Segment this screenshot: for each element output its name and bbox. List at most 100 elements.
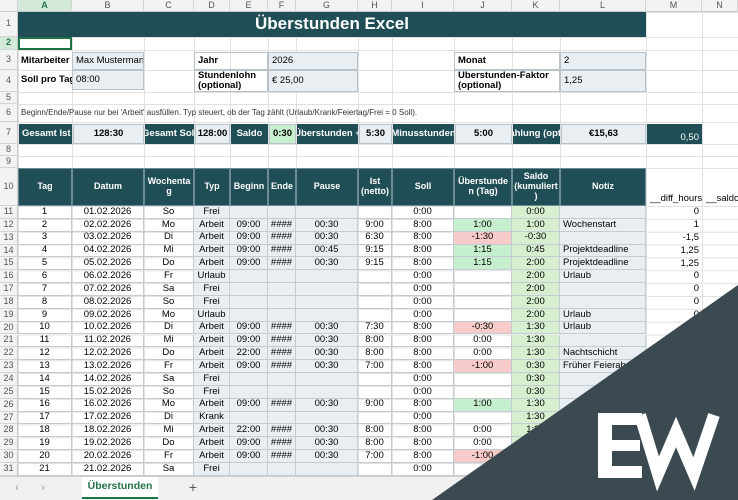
table-cell: 09:00 [230, 398, 268, 412]
table-cell: 1:30 [512, 334, 560, 348]
column-header: K [512, 0, 560, 12]
column-header: I [392, 0, 454, 12]
table-cell: 15.02.2026 [72, 385, 144, 399]
add-sheet-button[interactable]: + [188, 479, 198, 496]
prev-sheet-button[interactable]: ‹ [15, 481, 19, 494]
table-cell [230, 463, 268, 476]
summary-label: Gesamt Ist [19, 124, 72, 144]
next-sheet-button[interactable]: › [41, 481, 45, 494]
table-cell: 7:00 [358, 450, 392, 463]
table-cell: 07.02.2026 [72, 283, 144, 296]
table-cell: 8:00 [358, 347, 392, 361]
table-cell: Arbeit [194, 321, 230, 335]
table-cell [296, 463, 358, 476]
table-header: Typ [194, 168, 230, 206]
table-cell [358, 373, 392, 386]
table-cell: 0:00 [392, 411, 454, 425]
table-cell: 14 [18, 373, 72, 386]
table-cell: 1 [18, 206, 72, 219]
table-cell: #### [268, 437, 296, 451]
table-cell [296, 270, 358, 284]
table-cell: So [144, 295, 194, 309]
table-cell: 09:00 [230, 321, 268, 335]
table-cell: 0:00 [454, 424, 512, 438]
table-cell: 0:00 [392, 373, 454, 386]
table-cell [560, 334, 646, 348]
table-cell: Fr [144, 270, 194, 284]
logo-w [634, 413, 720, 492]
table-cell: 22:00 [230, 424, 268, 438]
column-header: B [72, 0, 144, 12]
table-cell: Urlaub [194, 270, 230, 284]
row-header: 16 [0, 270, 18, 284]
table-cell: 8:00 [392, 347, 454, 361]
table-cell: Arbeit [194, 231, 230, 245]
employee-value: Max Mustermann [72, 52, 144, 70]
table-cell: 9:15 [358, 257, 392, 271]
table-cell: 0:00 [392, 283, 454, 296]
year-label: Jahr [194, 52, 268, 70]
summary-value: 5:00 [455, 124, 512, 144]
helper-cell: 1,25 [680, 244, 700, 256]
table-cell: 16.02.2026 [72, 398, 144, 412]
table-cell: 00:30 [296, 321, 358, 335]
wage-label: Stundenlohn (optional) [194, 70, 268, 92]
table-cell: 10 [18, 321, 72, 335]
helper-header: __diff_hours [650, 192, 703, 204]
row-header: 31 [0, 463, 18, 476]
table-cell [296, 206, 358, 219]
table-header: Ende [268, 168, 296, 206]
table-cell: 21 [18, 463, 72, 476]
table-cell: Di [144, 411, 194, 425]
summary-value: 128:00 [195, 124, 230, 144]
table-cell: 1:15 [454, 257, 512, 271]
table-cell [358, 283, 392, 296]
row-header: 18 [0, 295, 18, 309]
table-cell: 09:00 [230, 218, 268, 232]
table-cell: 4 [18, 244, 72, 258]
table-cell: 6:30 [358, 231, 392, 245]
table-cell: Mi [144, 424, 194, 438]
summary-label: Minusstunden [393, 124, 454, 144]
table-cell: 9:00 [358, 398, 392, 412]
table-cell: 0:30 [512, 385, 560, 399]
table-cell: 8:00 [392, 437, 454, 451]
table-header: Saldo (kumuliert ) [512, 168, 560, 206]
table-cell: Arbeit [194, 424, 230, 438]
table-cell: 11.02.2026 [72, 334, 144, 348]
table-cell: Fr [144, 360, 194, 374]
table-cell [230, 295, 268, 309]
table-cell: 0:45 [512, 244, 560, 258]
row-header: 12 [0, 218, 18, 232]
table-header: Ist (netto) [358, 168, 392, 206]
table-cell [358, 295, 392, 309]
column-header: F [268, 0, 296, 12]
month-value: 2 [560, 52, 646, 70]
table-cell: 00:30 [296, 424, 358, 438]
table-cell [358, 411, 392, 425]
table-cell: -1:30 [454, 231, 512, 245]
table-cell: 2:00 [512, 283, 560, 296]
selected-cell [18, 37, 72, 50]
row-header: 19 [0, 308, 18, 322]
table-cell: 03.02.2026 [72, 231, 144, 245]
table-cell: 01.02.2026 [72, 206, 144, 219]
table-cell: Arbeit [194, 360, 230, 374]
month-label: Monat [454, 52, 560, 70]
table-cell: 0:00 [512, 206, 560, 219]
column-header: J [454, 0, 512, 12]
sheet-tab[interactable]: Überstunden [82, 477, 158, 499]
table-cell: 3 [18, 231, 72, 245]
helper-cell: 1 [693, 219, 699, 231]
row-header: 7 [0, 122, 18, 144]
row-header: 29 [0, 437, 18, 451]
table-cell: Di [144, 321, 194, 335]
table-cell [268, 295, 296, 309]
corner-cell [0, 0, 18, 12]
row-header: 4 [0, 70, 18, 92]
table-cell [230, 270, 268, 284]
table-cell [268, 283, 296, 296]
table-cell: -0:30 [512, 231, 560, 245]
table-cell: 19 [18, 437, 72, 451]
table-cell [268, 411, 296, 425]
